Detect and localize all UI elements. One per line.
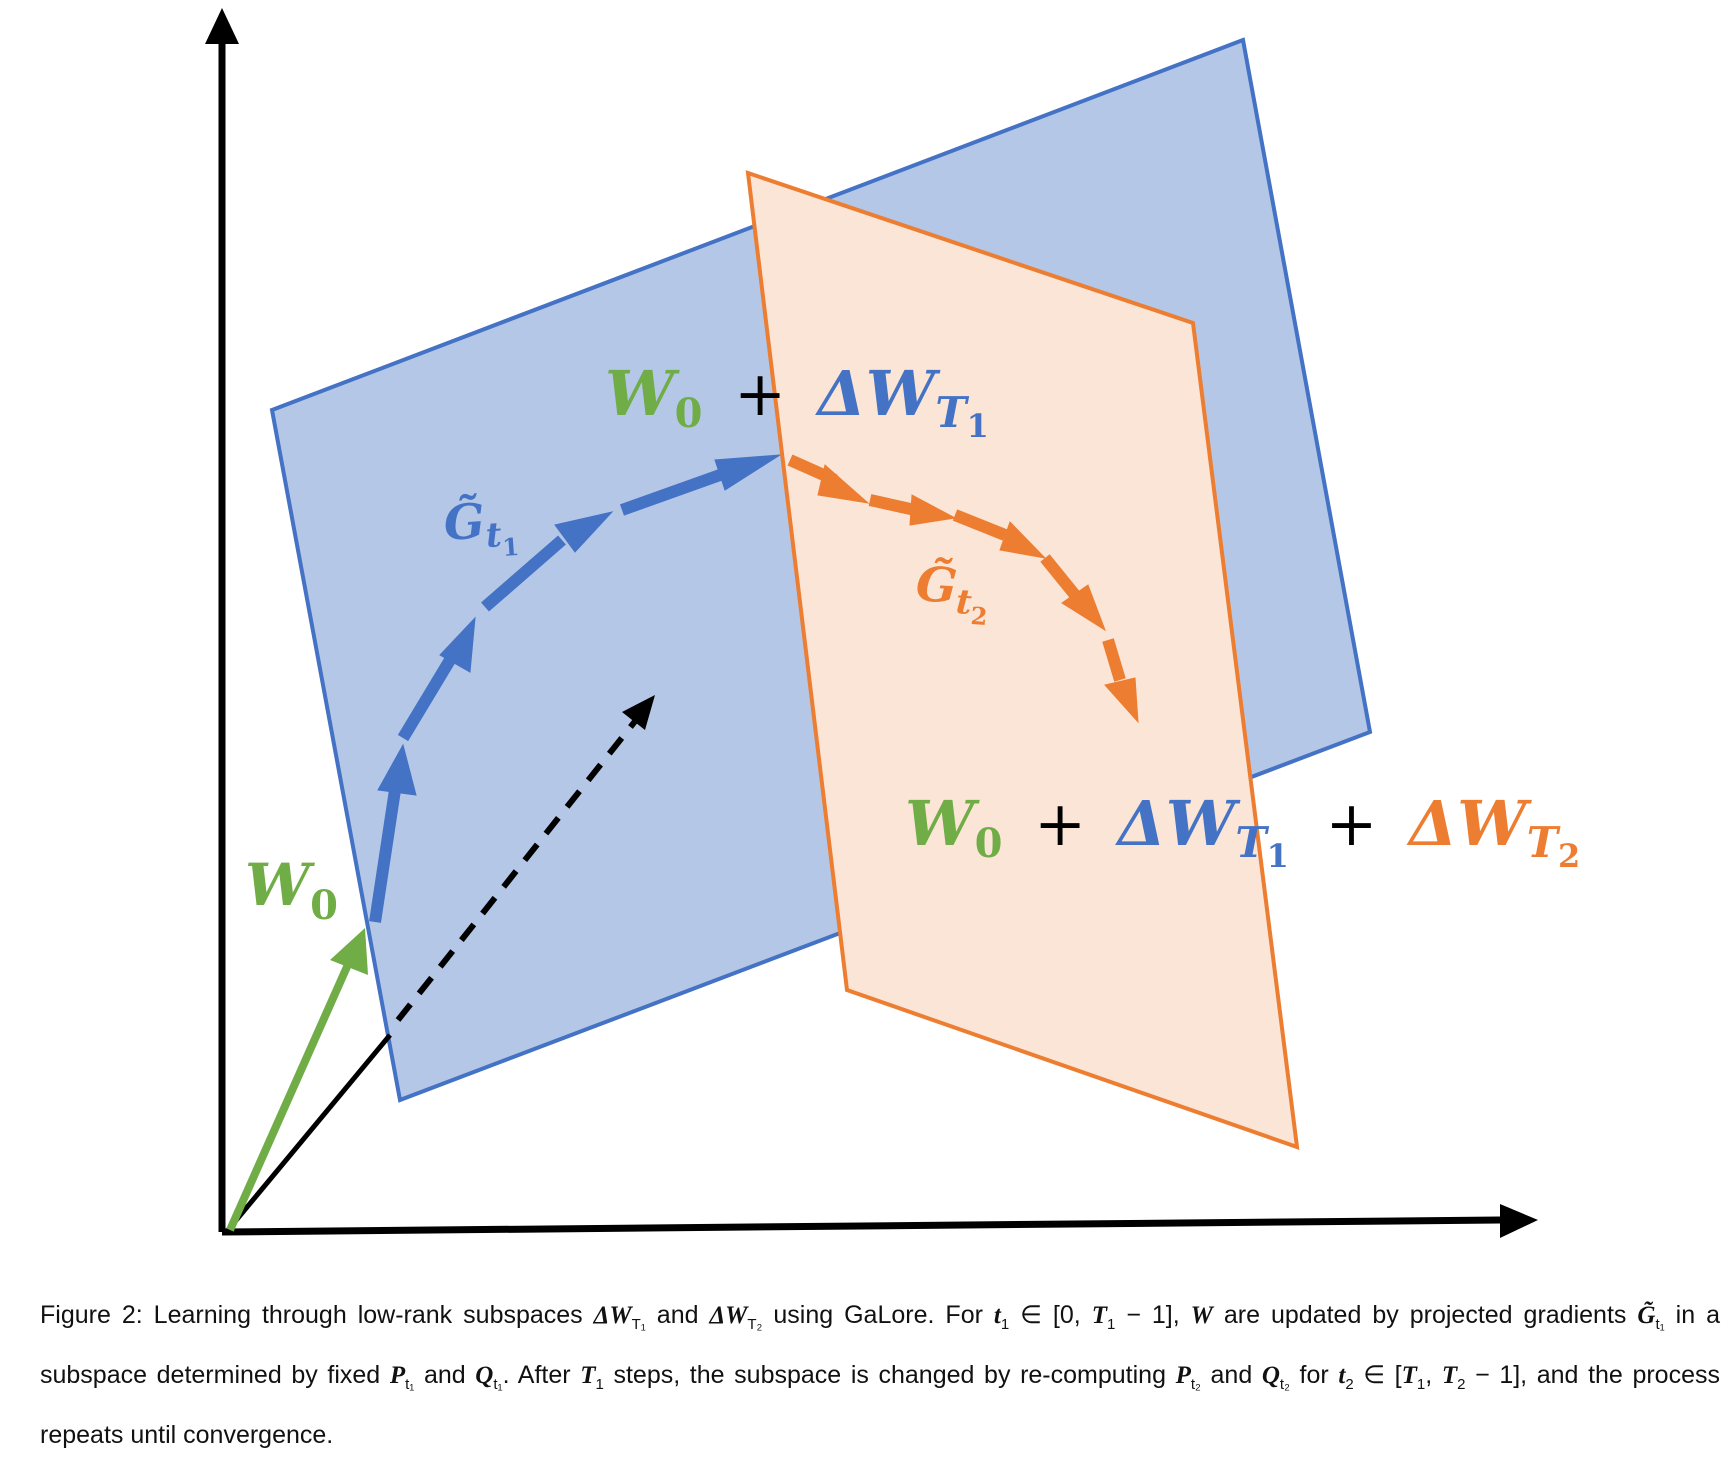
dashed-arrow bbox=[395, 713, 643, 1022]
axes bbox=[205, 8, 1538, 1238]
g-tilde-t2-label: G̃t2 bbox=[913, 554, 991, 631]
projection-line bbox=[226, 1033, 392, 1232]
y-axis-arrowhead bbox=[205, 8, 239, 44]
x-axis bbox=[221, 1216, 1501, 1236]
g-tilde-t1-label: G̃t1 bbox=[442, 489, 520, 566]
x-axis-arrowhead bbox=[1500, 1204, 1538, 1238]
blue-gradient-arrows bbox=[369, 454, 781, 923]
galore-subspace-diagram: W0 G̃t1 G̃t2 W0 + ΔWT1 W0 + ΔWT1 + ΔWT2 bbox=[205, 8, 1580, 1238]
end-equation: W0 + ΔWT1 + ΔWT2 bbox=[905, 787, 1580, 882]
figure-caption: Figure 2: Learning through low-rank subs… bbox=[40, 1301, 1720, 1449]
dashed-arrow-head bbox=[622, 695, 655, 730]
w0-arrow bbox=[226, 928, 368, 1232]
mid-equation: W0 + ΔWT1 bbox=[605, 357, 989, 445]
orange-subspace-plane bbox=[745, 170, 1300, 1150]
w0-label: W0 bbox=[245, 851, 338, 929]
orange-gradient-arrows bbox=[787, 454, 1139, 724]
